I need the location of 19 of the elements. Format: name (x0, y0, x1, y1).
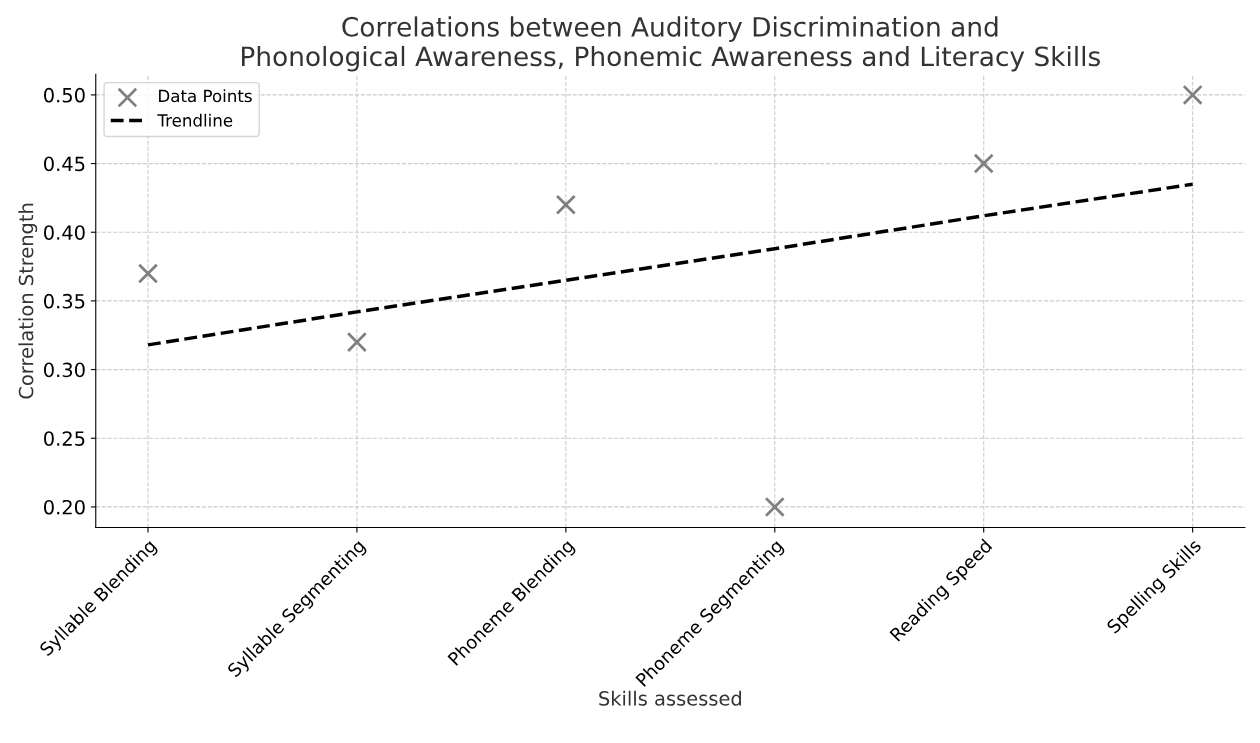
x-axis-title: Skills assessed (599, 690, 741, 706)
line-series (146, 182, 1195, 347)
y-tick-label: 0.35 (44, 293, 85, 309)
y-tick-label: 0.30 (44, 362, 85, 378)
y-tick-label: 0.45 (44, 156, 85, 172)
point (555, 194, 577, 215)
point (764, 496, 785, 518)
y-tick-label: 0.20 (44, 499, 85, 515)
point (973, 153, 994, 174)
y-tick-label: 0.40 (44, 225, 85, 240)
y-tick-label: 0.25 (44, 431, 85, 446)
point (137, 263, 159, 284)
chart-title: Correlations between Auditory Discrimination and Phonological Awareness, Phonemic Awareness and Literacy Skills (242, 16, 1100, 72)
legend-label: Trendline (157, 113, 233, 127)
legend-label: Data Points (159, 89, 252, 103)
y-tick-label: 0.50 (44, 87, 85, 103)
y-axis-title: Correlation Strength (18, 203, 38, 399)
point (1182, 84, 1203, 106)
point (346, 331, 368, 353)
